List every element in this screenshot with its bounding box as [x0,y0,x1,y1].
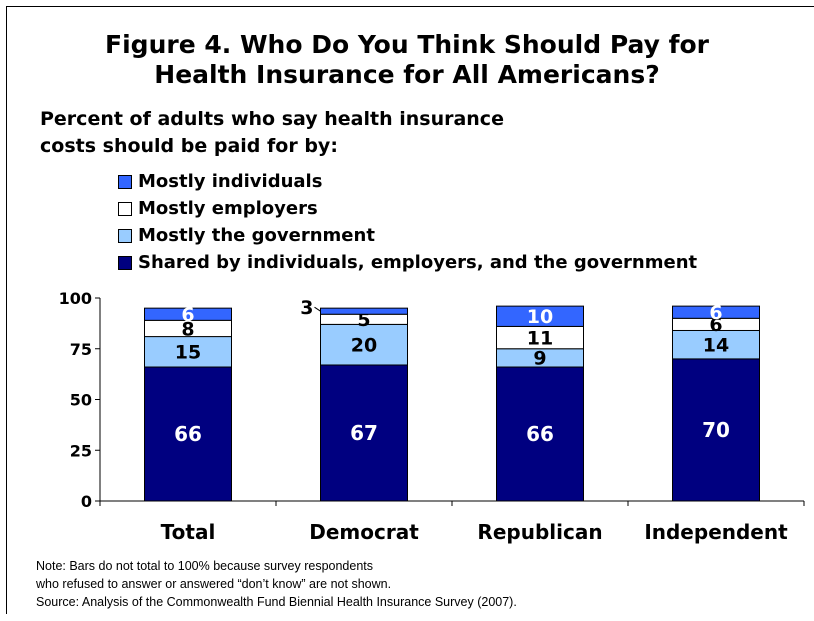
y-tick-label: 50 [70,391,92,410]
legend-item-shared: Shared by individuals, employers, and th… [118,249,697,276]
legend-label-individuals: Mostly individuals [138,170,323,192]
legend: Mostly individuals Mostly employers Mostly… [118,168,697,276]
data-label-government: 15 [175,342,201,364]
data-label-government: 20 [351,335,377,357]
legend-item-employers: Mostly employers [118,195,697,222]
legend-label-employers: Mostly employers [138,197,318,219]
data-label-employers: 8 [181,318,194,340]
title-line-1: Figure 4. Who Do You Think Should Pay fo… [105,30,709,59]
data-label-government: 14 [703,335,729,357]
y-tick-label: 0 [81,492,92,511]
note-line-2: who refused to answer or answered “don’t… [36,577,392,591]
data-label-individuals: 6 [709,302,722,324]
legend-swatch-individuals [118,174,132,189]
y-tick-label: 100 [59,289,92,308]
bar-individuals [496,305,584,327]
bar-shared [144,366,232,502]
legend-swatch-employers [118,201,132,216]
bar-individuals [672,305,760,319]
chart-notes: Note: Bars do not total to 100% because … [36,557,517,611]
legend-item-government: Mostly the government [118,222,697,249]
y-tick-label: 25 [70,441,92,460]
subtitle-line-2: costs should be paid for by: [40,135,338,157]
data-label-individuals: 6 [181,304,194,326]
bar-government [672,329,760,360]
bar-government [144,336,232,368]
data-label-government: 9 [533,348,546,370]
bar-shared [496,366,584,502]
data-label-individuals: 3 [300,297,313,319]
data-label-shared: 66 [174,422,202,446]
note-line-1: Note: Bars do not total to 100% because … [36,559,374,573]
bar-shared [672,358,760,502]
legend-swatch-government [118,228,132,243]
x-category-label: Democrat [309,520,419,544]
legend-swatch-shared [118,255,132,270]
chart-title: Figure 4. Who Do You Think Should Pay fo… [0,30,814,90]
x-category-label: Total [161,520,216,544]
data-label-individuals: 10 [527,306,553,328]
legend-label-government: Mostly the government [138,224,375,246]
figure-frame [6,6,814,614]
label-leader [314,306,321,312]
data-label-shared: 70 [702,418,730,442]
x-category-label: Republican [477,520,602,544]
bar-individuals [320,307,408,315]
data-label-employers: 6 [709,314,722,336]
chart-subtitle: Percent of adults who say health insuran… [40,106,660,160]
title-line-2: Health Insurance for All Americans? [154,60,660,89]
data-label-shared: 67 [350,421,378,445]
legend-item-individuals: Mostly individuals [118,168,697,195]
bar-government [320,323,408,366]
data-label-shared: 66 [526,422,554,446]
subtitle-line-1: Percent of adults who say health insuran… [40,108,504,130]
y-tick-label: 75 [70,340,92,359]
x-category-label: Independent [644,520,788,544]
bar-individuals [144,307,232,321]
legend-label-shared: Shared by individuals, employers, and th… [138,251,698,273]
data-label-employers: 11 [527,327,553,349]
bar-shared [320,364,408,502]
source-line: Source: Analysis of the Commonwealth Fun… [36,595,517,609]
